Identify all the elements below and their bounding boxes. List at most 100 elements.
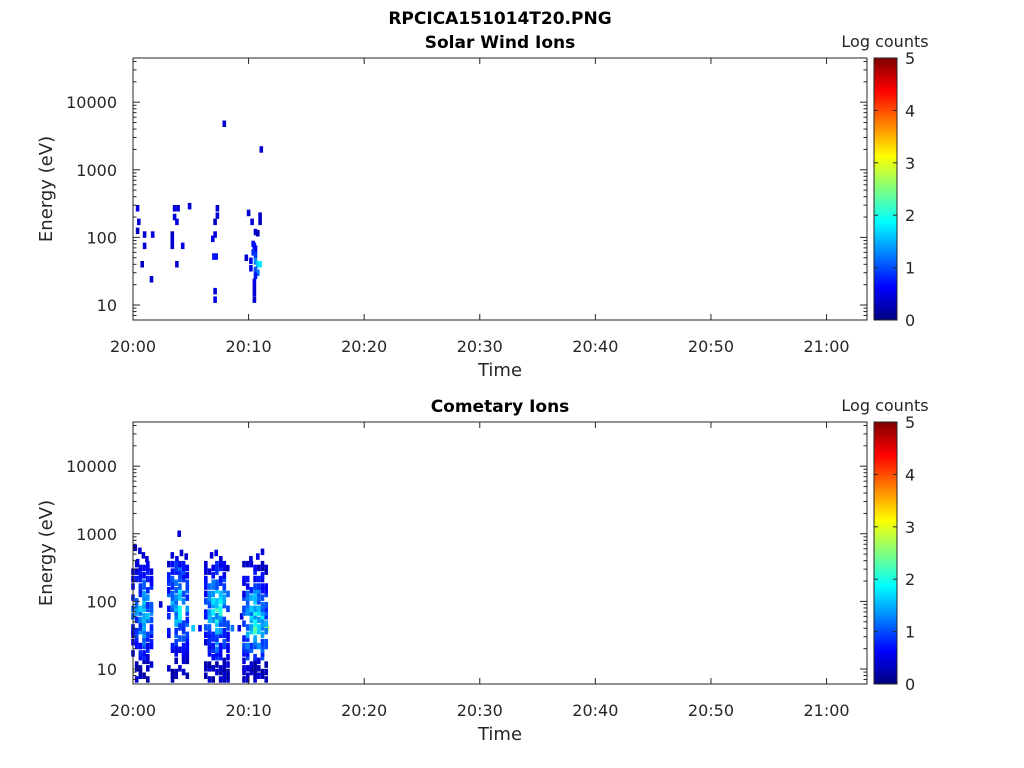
- colorbar-tick-label: 4: [905, 465, 915, 484]
- heatmap-cell: [264, 661, 268, 668]
- heatmap-cell: [185, 587, 190, 594]
- heatmap-cell: [207, 568, 212, 575]
- heatmap-cell: [167, 627, 171, 635]
- x-tick-label: 20:30: [457, 701, 503, 720]
- heatmap-cell: [207, 590, 212, 598]
- heatmap-cell: [245, 583, 250, 590]
- heatmap-cell: [170, 568, 175, 575]
- heatmap-cell: [253, 605, 257, 613]
- heatmap-cell: [226, 646, 230, 653]
- heatmap-cell: [215, 605, 219, 613]
- heatmap-cell: [174, 657, 178, 665]
- heatmap-cell: [134, 631, 139, 639]
- heatmap-cell: [253, 598, 257, 605]
- heatmap-cell: [178, 613, 182, 620]
- heatmap-cell: [138, 653, 143, 661]
- heatmap-cell: [264, 605, 268, 613]
- heatmap-cell: [204, 568, 208, 575]
- heatmap-cell: [170, 560, 175, 568]
- heatmap-cell: [142, 650, 146, 657]
- heatmap-cell: [218, 579, 223, 586]
- heatmap-cell: [181, 575, 186, 583]
- x-tick-label: 20:50: [688, 701, 734, 720]
- cometary-y-axis: 10 100 1000 10000: [66, 424, 867, 685]
- heatmap-cell: [177, 530, 181, 537]
- heatmap-cell: [174, 560, 178, 568]
- heatmap-cell: [207, 583, 212, 590]
- heatmap-cell: [204, 672, 208, 679]
- heatmap-cell: [264, 568, 268, 575]
- heatmap-cell: [242, 646, 246, 653]
- x-tick-label: 21:00: [803, 337, 849, 356]
- heatmap-cell: [174, 568, 178, 575]
- heatmap-cell: [222, 620, 227, 627]
- heatmap-cell: [142, 624, 146, 631]
- heatmap-cell: [253, 624, 257, 631]
- heatmap-cell: [138, 547, 142, 555]
- y-tick-label: 10: [97, 296, 117, 315]
- heatmap-cell: [253, 661, 257, 668]
- heatmap-cell: [264, 601, 268, 609]
- heatmap-cell: [218, 646, 223, 653]
- heatmap-cell: [260, 601, 265, 609]
- heatmap-cell: [185, 653, 190, 661]
- heatmap-cell: [264, 590, 268, 598]
- heatmap-cell: [244, 254, 249, 261]
- heatmap-cell: [218, 650, 223, 657]
- heatmap-cell: [242, 560, 246, 568]
- heatmap-cell: [245, 598, 250, 605]
- heatmap-cell: [134, 665, 139, 672]
- heatmap-cell: [245, 560, 250, 568]
- heatmap-cell: [215, 661, 219, 668]
- heatmap-cell: [184, 553, 188, 560]
- heatmap-cell: [257, 616, 261, 624]
- heatmap-cell: [170, 601, 175, 609]
- heatmap-cell: [218, 609, 223, 616]
- heatmap-cell: [242, 590, 246, 598]
- heatmap-cell: [242, 579, 246, 586]
- heatmap-cell: [222, 601, 227, 609]
- heatmap-cell: [260, 560, 265, 568]
- heatmap-cell: [146, 642, 150, 650]
- heatmap-cell: [253, 665, 257, 672]
- heatmap-cell: [207, 676, 212, 683]
- heatmap-cell: [253, 587, 257, 594]
- heatmap-cell: [170, 590, 175, 598]
- heatmap-cell: [170, 575, 175, 583]
- x-tick-label: 20:00: [110, 337, 156, 356]
- heatmap-cell: [142, 572, 146, 579]
- heatmap-cell: [142, 616, 146, 624]
- heatmap-cell: [137, 218, 141, 226]
- heatmap-cell: [134, 560, 139, 568]
- colorbar-tick-label: 2: [905, 570, 915, 589]
- heatmap-cell: [178, 620, 182, 627]
- heatmap-cell: [218, 594, 223, 601]
- heatmap-cell: [149, 276, 154, 283]
- heatmap-cell: [253, 620, 257, 627]
- heatmap-cell: [260, 642, 265, 650]
- heatmap-cell: [257, 624, 261, 631]
- heatmap-cell: [146, 665, 150, 672]
- heatmap-cell: [204, 598, 208, 605]
- heatmap-cell: [245, 605, 250, 613]
- heatmap-cell: [245, 594, 250, 601]
- heatmap-cell: [222, 672, 227, 679]
- heatmap-cell: [175, 261, 179, 268]
- y-tick-label: 10000: [66, 93, 117, 112]
- heatmap-cell: [178, 587, 182, 594]
- heatmap-cell: [253, 635, 257, 642]
- heatmap-cell: [142, 620, 146, 627]
- heatmap-cell: [134, 601, 139, 609]
- cometary-plot-frame: [132, 421, 868, 685]
- heatmap-cell: [215, 650, 219, 657]
- heatmap-cell: [191, 625, 195, 632]
- heatmap-cell: [146, 575, 150, 583]
- heatmap-cell: [138, 672, 143, 679]
- heatmap-cell: [215, 598, 219, 605]
- heatmap-cell: [257, 564, 261, 572]
- solar-wind-x-label: Time: [477, 360, 522, 381]
- heatmap-cell: [142, 231, 147, 238]
- heatmap-cell: [142, 627, 146, 635]
- x-tick-label: 20:10: [226, 701, 272, 720]
- heatmap-cell: [138, 575, 143, 583]
